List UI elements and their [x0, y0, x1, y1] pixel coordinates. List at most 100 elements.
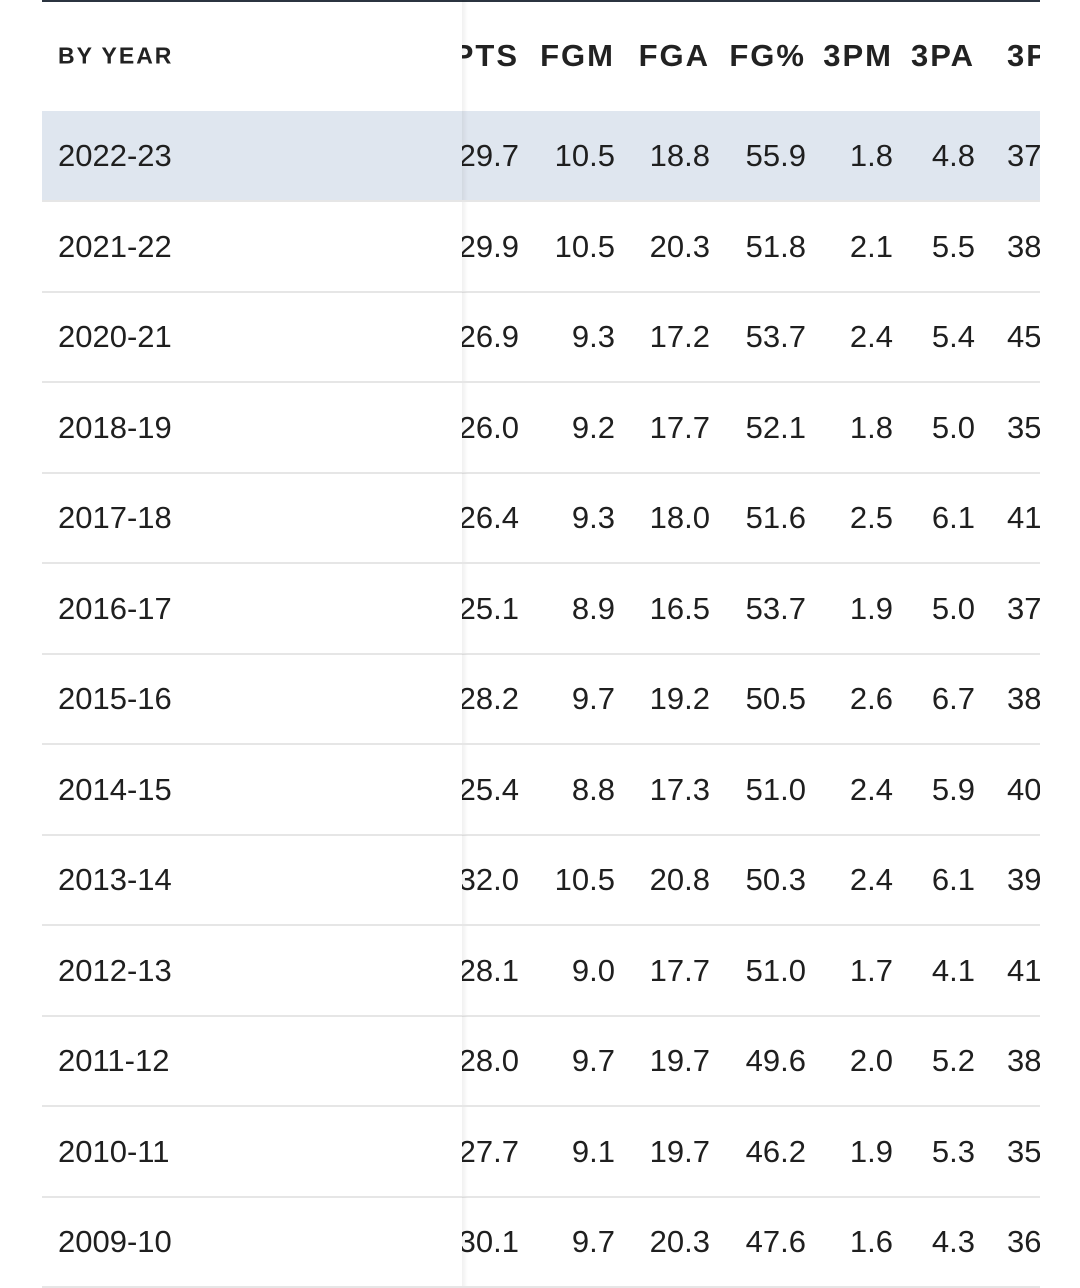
season-cell: 2013-14: [58, 862, 172, 897]
stat-cell: 18.0: [649, 500, 710, 535]
column-header[interactable]: FGA: [638, 38, 710, 73]
stat-cell: 9.7: [571, 681, 615, 716]
table-row[interactable]: 2009-10 30.1 9.7 20.3 47.6 1.6 4.3 36: [42, 1197, 1040, 1288]
stat-cell: 29.9: [462, 228, 519, 264]
column-shadow: [462, 473, 468, 562]
season-cell: 2018-19: [58, 409, 172, 445]
stat-cell: 38: [1007, 681, 1040, 716]
stat-cell: 49.6: [745, 1043, 806, 1078]
stat-cell: 1.9: [849, 1133, 893, 1169]
top-border: [42, 0, 1040, 2]
stat-cell: 53.7: [745, 319, 806, 354]
column-header[interactable]: 3PA: [910, 38, 975, 73]
stat-cell: 17.7: [649, 952, 710, 988]
table-row[interactable]: 2011-12 28.0 9.7 19.7 49.6 2.0 5.2 38: [42, 1016, 1040, 1107]
stat-cell: 17.3: [649, 771, 710, 807]
scroll-area: 25.1 8.9 16.5 53.7 1.9 5.0 37: [462, 564, 1040, 653]
column-shadow: [462, 292, 468, 381]
stat-cell: 50.5: [745, 681, 806, 716]
table-row[interactable]: 2022-23 29.7 10.5 18.8 55.9 1.8 4.8 37: [42, 111, 1040, 202]
table-row[interactable]: 2018-19 26.0 9.2 17.7 52.1 1.8 5.0 35: [42, 382, 1040, 474]
stat-cell: 46.2: [745, 1133, 806, 1169]
season-cell: 2017-18: [58, 500, 172, 535]
stat-cell: 5.9: [931, 771, 975, 807]
stat-cell: 25.1: [462, 590, 519, 626]
stat-cell: 29.7: [462, 138, 519, 173]
column-header[interactable]: 3PM: [823, 38, 893, 73]
scroll-area: 29.9 10.5 20.3 51.8 2.1 5.5 38: [462, 202, 1040, 291]
stat-cell: 26.0: [462, 409, 519, 445]
stat-cell: 17.7: [649, 409, 710, 445]
stats-table: BY YEAR PTS FGM FGA FG% 3PM 3PA 3P 2022-23 29.7 10…: [42, 0, 1040, 1288]
stat-cell: 51.6: [745, 500, 806, 535]
stat-cell: 9.7: [571, 1043, 615, 1078]
stat-cell: 5.5: [931, 228, 975, 264]
table-row[interactable]: 2015-16 28.2 9.7 19.2 50.5 2.6 6.7 38: [42, 654, 1040, 745]
table-row[interactable]: 2021-22 29.9 10.5 20.3 51.8 2.1 5.5 38: [42, 201, 1040, 293]
column-shadow: [462, 744, 468, 834]
season-cell: 2016-17: [58, 590, 172, 626]
stat-cell: 4.3: [931, 1224, 975, 1259]
column-header[interactable]: PTS: [462, 38, 519, 73]
table-row[interactable]: 2014-15 25.4 8.8 17.3 51.0 2.4 5.9 40: [42, 744, 1040, 836]
stat-cell: 41: [1007, 952, 1040, 988]
stat-cell: 47.6: [745, 1224, 806, 1259]
season-cell: 2015-16: [58, 681, 172, 716]
stat-cell: 5.3: [931, 1133, 975, 1169]
table-row[interactable]: 2020-21 26.9 9.3 17.2 53.7 2.4 5.4 45: [42, 292, 1040, 383]
scroll-area: 28.1 9.0 17.7 51.0 1.7 4.1 41: [462, 926, 1040, 1015]
stat-cell: 1.9: [849, 590, 893, 626]
table-row[interactable]: 2013-14 32.0 10.5 20.8 50.3 2.4 6.1 39: [42, 835, 1040, 926]
stat-cell: 26.4: [462, 500, 519, 535]
table-row[interactable]: 2010-11 27.7 9.1 19.7 46.2 1.9 5.3 35: [42, 1106, 1040, 1198]
stat-cell: 5.0: [931, 590, 975, 626]
column-header[interactable]: FGM: [540, 38, 615, 73]
column-shadow: [462, 563, 468, 653]
season-cell: 2021-22: [58, 228, 172, 264]
stat-cell: 51.8: [745, 228, 806, 264]
column-header[interactable]: 3P: [1007, 38, 1040, 73]
stat-cell: 36: [1007, 1224, 1040, 1259]
stat-cell: 4.8: [931, 138, 975, 173]
column-header: BY YEAR: [58, 42, 174, 69]
stat-cell: 6.1: [931, 500, 975, 535]
stat-cell: 19.7: [649, 1043, 710, 1078]
header-row: BY YEAR PTS FGM FGA FG% 3PM 3PA 3P: [42, 0, 1040, 111]
stat-cell: 6.7: [931, 681, 975, 716]
table-row[interactable]: 2017-18 26.4 9.3 18.0 51.6 2.5 6.1 41: [42, 473, 1040, 564]
stat-cell: 38: [1007, 228, 1040, 264]
stat-cell: 8.8: [571, 771, 615, 807]
stat-cell: 28.2: [462, 681, 519, 716]
stat-cell: 28.0: [462, 1043, 519, 1078]
stat-cell: 9.3: [571, 500, 615, 535]
season-cell: 2022-23: [58, 138, 172, 173]
stat-cell: 53.7: [745, 590, 806, 626]
stat-cell: 1.8: [849, 138, 893, 173]
stat-cell: 9.0: [571, 952, 615, 988]
stat-cell: 20.3: [649, 228, 710, 264]
column-shadow: [462, 654, 468, 743]
stat-cell: 9.3: [571, 319, 615, 354]
stat-cell: 55.9: [745, 138, 806, 173]
scroll-area: 26.0 9.2 17.7 52.1 1.8 5.0 35: [462, 383, 1040, 472]
table-row[interactable]: 2016-17 25.1 8.9 16.5 53.7 1.9 5.0 37: [42, 563, 1040, 655]
stat-cell: 17.2: [649, 319, 710, 354]
scroll-area: 28.0 9.7 19.7 49.6 2.0 5.2 38: [462, 1016, 1040, 1105]
stat-cell: 51.0: [745, 952, 806, 988]
stat-cell: 2.6: [849, 681, 893, 716]
column-shadow: [462, 1106, 468, 1196]
season-cell: 2009-10: [58, 1224, 172, 1259]
table-row[interactable]: 2012-13 28.1 9.0 17.7 51.0 1.7 4.1 41: [42, 925, 1040, 1017]
stat-cell: 10.5: [554, 862, 615, 897]
stat-cell: 5.2: [931, 1043, 975, 1078]
stat-cell: 2.4: [849, 862, 893, 897]
stat-cell: 51.0: [745, 771, 806, 807]
stat-cell: 5.4: [931, 319, 975, 354]
stat-cell: 37: [1007, 138, 1040, 173]
column-header[interactable]: FG%: [729, 38, 806, 73]
stat-cell: 52.1: [745, 409, 806, 445]
stat-cell: 20.8: [649, 862, 710, 897]
stat-cell: 41: [1007, 500, 1040, 535]
scroll-area: 26.9 9.3 17.2 53.7 2.4 5.4 45: [462, 292, 1040, 381]
